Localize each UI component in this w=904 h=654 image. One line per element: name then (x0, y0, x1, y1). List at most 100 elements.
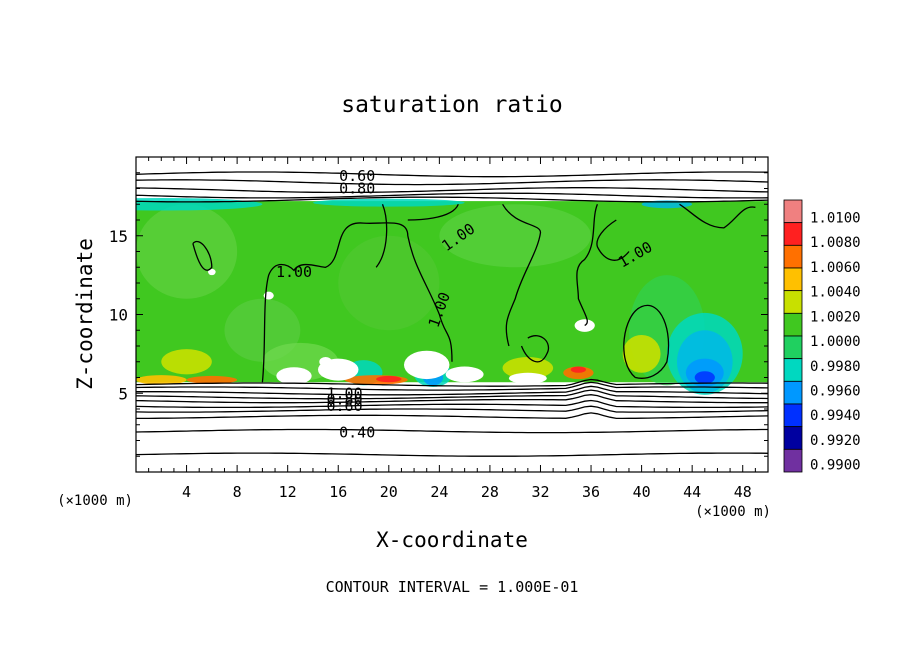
contour-line (136, 452, 768, 457)
field-patch (439, 204, 592, 268)
contour-label-group: 0.60 (326, 397, 362, 415)
colorbar-label: 1.0040 (810, 285, 861, 301)
contour-label: 1.00 (326, 384, 362, 402)
x-tick-label: 4 (182, 483, 191, 501)
field-warm (570, 366, 586, 373)
colorbar-swatch (783, 290, 803, 314)
subsaturated-gap (508, 372, 547, 384)
contour-label-group: 0.80 (326, 391, 362, 409)
subsaturated-gap (445, 366, 484, 383)
y-axis-label: Z-coordinate (73, 238, 97, 390)
contour-line (136, 192, 768, 199)
contour-label-group: 1.00 (276, 263, 312, 281)
y-tick-label: 15 (109, 227, 128, 246)
field-warm (376, 375, 402, 383)
contour-interval-note: CONTOUR INTERVAL = 1.000E-01 (326, 578, 579, 596)
colorbar-label: 1.0020 (810, 309, 861, 325)
field-warm (502, 357, 554, 380)
contour-label: 0.80 (326, 391, 362, 409)
x-tick-label: 16 (329, 483, 347, 501)
contour-line (136, 196, 768, 203)
x-tick-label: 8 (233, 483, 242, 501)
contour-label: 0.40 (339, 424, 375, 442)
chart-title: saturation ratio (341, 92, 563, 118)
colorbar-label: 0.9980 (810, 359, 861, 375)
contour-line (136, 385, 768, 396)
subsaturated-gap (276, 367, 312, 385)
field-blob (694, 371, 715, 384)
contour-label: 0.80 (339, 180, 375, 198)
contour-line-100 (375, 204, 388, 268)
colorbar-label: 0.9920 (810, 433, 861, 449)
x-tick-label: 32 (531, 483, 549, 501)
subsaturated-gap (208, 268, 216, 276)
contour-line-100 (502, 203, 542, 347)
x-tick-label: 24 (430, 483, 448, 501)
colorbar-label: 1.0100 (810, 210, 861, 226)
x-tick-label: 36 (582, 483, 600, 501)
z-unit-label: (×1000 m) (57, 493, 133, 509)
colorbar-swatch (783, 358, 803, 382)
field-patch (338, 235, 440, 331)
colorbar-swatch (783, 403, 803, 428)
colorbar-swatch (783, 222, 803, 246)
colorbar-swatch (783, 244, 803, 269)
x-tick-label: 44 (683, 483, 701, 501)
field-warm (186, 375, 238, 384)
x-tick-label: 40 (633, 483, 651, 501)
field-warm (622, 334, 661, 373)
contour-label: 1.00 (276, 263, 312, 281)
contour-line (136, 428, 768, 434)
colorbar-swatch (783, 199, 803, 224)
contour-label: 0.60 (339, 167, 375, 185)
field-blob (136, 197, 263, 211)
x-tick-label: 12 (279, 483, 297, 501)
contour-line (136, 394, 768, 404)
field-blob (312, 198, 465, 207)
colorbar-label: 1.0080 (810, 235, 861, 251)
contour-line-100 (576, 204, 599, 327)
x-axis-label: X-coordinate (376, 528, 528, 552)
contour-label: 0.60 (326, 397, 362, 415)
contour-line (136, 171, 768, 178)
colorbar-swatch (783, 312, 803, 337)
colorbar-swatch (783, 267, 803, 292)
plot-area: 0.600.801.001.001.00 1.001.000.800.600.40 (136, 157, 768, 472)
colorbar-swatch (783, 335, 803, 360)
contour-label-group: 0.40 (339, 424, 375, 442)
contour-line-100 (596, 219, 630, 261)
colorbar-label: 1.0060 (810, 260, 861, 276)
contour-label-group: 0.60 (339, 167, 375, 185)
subsaturated-gap (319, 357, 332, 367)
colorbar-swatch (783, 380, 803, 405)
contour-line (136, 405, 768, 413)
contour-line (136, 187, 768, 194)
field-warm (161, 349, 212, 375)
subsaturated-gap (403, 350, 450, 380)
contour-label-group: 0.80 (339, 180, 375, 198)
contour-line (136, 399, 768, 409)
contour-line-100 (520, 335, 549, 363)
colorbar-label: 0.9900 (810, 458, 861, 474)
contour-line (136, 412, 768, 420)
contour-line-100 (261, 222, 453, 383)
colorbar-label: 0.9940 (810, 408, 861, 424)
colorbar-swatch (783, 448, 803, 473)
contour-line-100 (623, 304, 670, 379)
field-warm (136, 375, 187, 385)
contour-line (136, 389, 768, 400)
contour-label-group: 1.00 (326, 384, 362, 402)
contour-line-100 (407, 203, 459, 221)
y-tick-label: 5 (118, 384, 128, 403)
contour-line (136, 381, 768, 391)
colorbar-label: 1.0000 (810, 334, 861, 350)
x-tick-label: 20 (380, 483, 398, 501)
contour-line-100 (192, 241, 213, 271)
y-tick-label: 10 (109, 306, 128, 325)
x-tick-label: 28 (481, 483, 499, 501)
colorbar-swatch (783, 426, 803, 450)
contour-line (136, 179, 768, 186)
x-unit-label: (×1000 m) (695, 504, 771, 520)
contour-line (136, 378, 768, 387)
